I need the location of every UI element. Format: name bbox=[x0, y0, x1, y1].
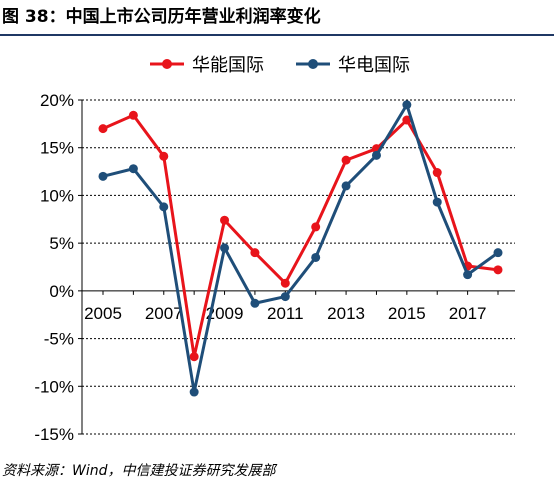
x-tick-label: 2007 bbox=[145, 304, 183, 323]
data-point bbox=[98, 171, 108, 181]
data-point bbox=[189, 387, 199, 397]
figure-title: 图 38：中国上市公司历年营业利润率变化 bbox=[2, 7, 321, 27]
y-tick-label: -10% bbox=[34, 377, 74, 396]
x-tick-label: 2009 bbox=[206, 304, 244, 323]
data-point bbox=[128, 164, 138, 174]
legend-label: 华电国际 bbox=[338, 55, 410, 75]
title-divider bbox=[0, 34, 554, 36]
data-point bbox=[159, 151, 169, 161]
chart-area: 华能国际 华电国际 20% 15% 10% 5% 0% -5% -10% -15% 2005 20… bbox=[0, 36, 554, 456]
chart-series bbox=[98, 100, 503, 397]
legend-swatch-marker bbox=[308, 59, 318, 69]
y-tick-label: -15% bbox=[34, 425, 74, 444]
data-point bbox=[128, 110, 138, 120]
data-point bbox=[402, 115, 412, 125]
x-tick-label: 2005 bbox=[84, 304, 122, 323]
legend-item: 华能国际 bbox=[150, 55, 264, 75]
series-2 bbox=[98, 100, 503, 397]
x-tick-label: 2017 bbox=[449, 304, 487, 323]
data-point bbox=[250, 298, 260, 308]
data-point bbox=[220, 215, 230, 225]
source-note: 资料来源：Wind，中信建投证券研究发展部 bbox=[2, 463, 276, 479]
data-point bbox=[493, 265, 503, 275]
data-point bbox=[280, 278, 290, 288]
y-tick-label: 15% bbox=[40, 139, 74, 158]
line-chart: 华能国际 华电国际 20%15%10%5%0%-5%-10%-15% 2005 20… bbox=[34, 55, 515, 444]
chart-legend: 华能国际 华电国际 bbox=[150, 55, 410, 75]
x-axis-ticks: 2005 2007 2009 2011 2013 2015 2017 bbox=[84, 290, 499, 323]
data-point bbox=[432, 197, 442, 207]
y-tick-label: 20% bbox=[40, 91, 74, 110]
legend-swatch-marker bbox=[162, 59, 172, 69]
y-tick-label: 0% bbox=[49, 282, 74, 301]
x-tick-label: 2015 bbox=[388, 304, 426, 323]
series-line bbox=[102, 113, 499, 359]
series-1 bbox=[98, 110, 503, 362]
data-point bbox=[371, 150, 381, 160]
data-point bbox=[341, 181, 351, 191]
legend-item: 华电国际 bbox=[296, 55, 410, 75]
data-point bbox=[98, 124, 108, 134]
data-point bbox=[220, 243, 230, 253]
series-line bbox=[102, 103, 499, 394]
data-point bbox=[402, 100, 412, 110]
data-point bbox=[463, 270, 473, 280]
data-point bbox=[432, 168, 442, 178]
chart-axes bbox=[81, 100, 515, 434]
legend-label: 华能国际 bbox=[192, 55, 264, 75]
x-tick-label: 2011 bbox=[267, 304, 304, 323]
data-point bbox=[250, 248, 260, 258]
y-tick-label: 10% bbox=[40, 186, 74, 205]
data-point bbox=[280, 292, 290, 302]
chart-grid bbox=[82, 99, 515, 435]
data-point bbox=[189, 352, 199, 362]
y-tick-label: -5% bbox=[44, 330, 74, 349]
y-tick-label: 5% bbox=[49, 234, 74, 253]
data-point bbox=[341, 155, 351, 165]
data-point bbox=[493, 248, 503, 258]
y-axis-ticks: 20% 15% 10% 5% 0% -5% -10% -15% bbox=[34, 91, 82, 444]
data-point bbox=[311, 252, 321, 262]
data-point bbox=[311, 222, 321, 232]
x-tick-label: 2013 bbox=[327, 304, 365, 323]
data-point bbox=[159, 202, 169, 212]
